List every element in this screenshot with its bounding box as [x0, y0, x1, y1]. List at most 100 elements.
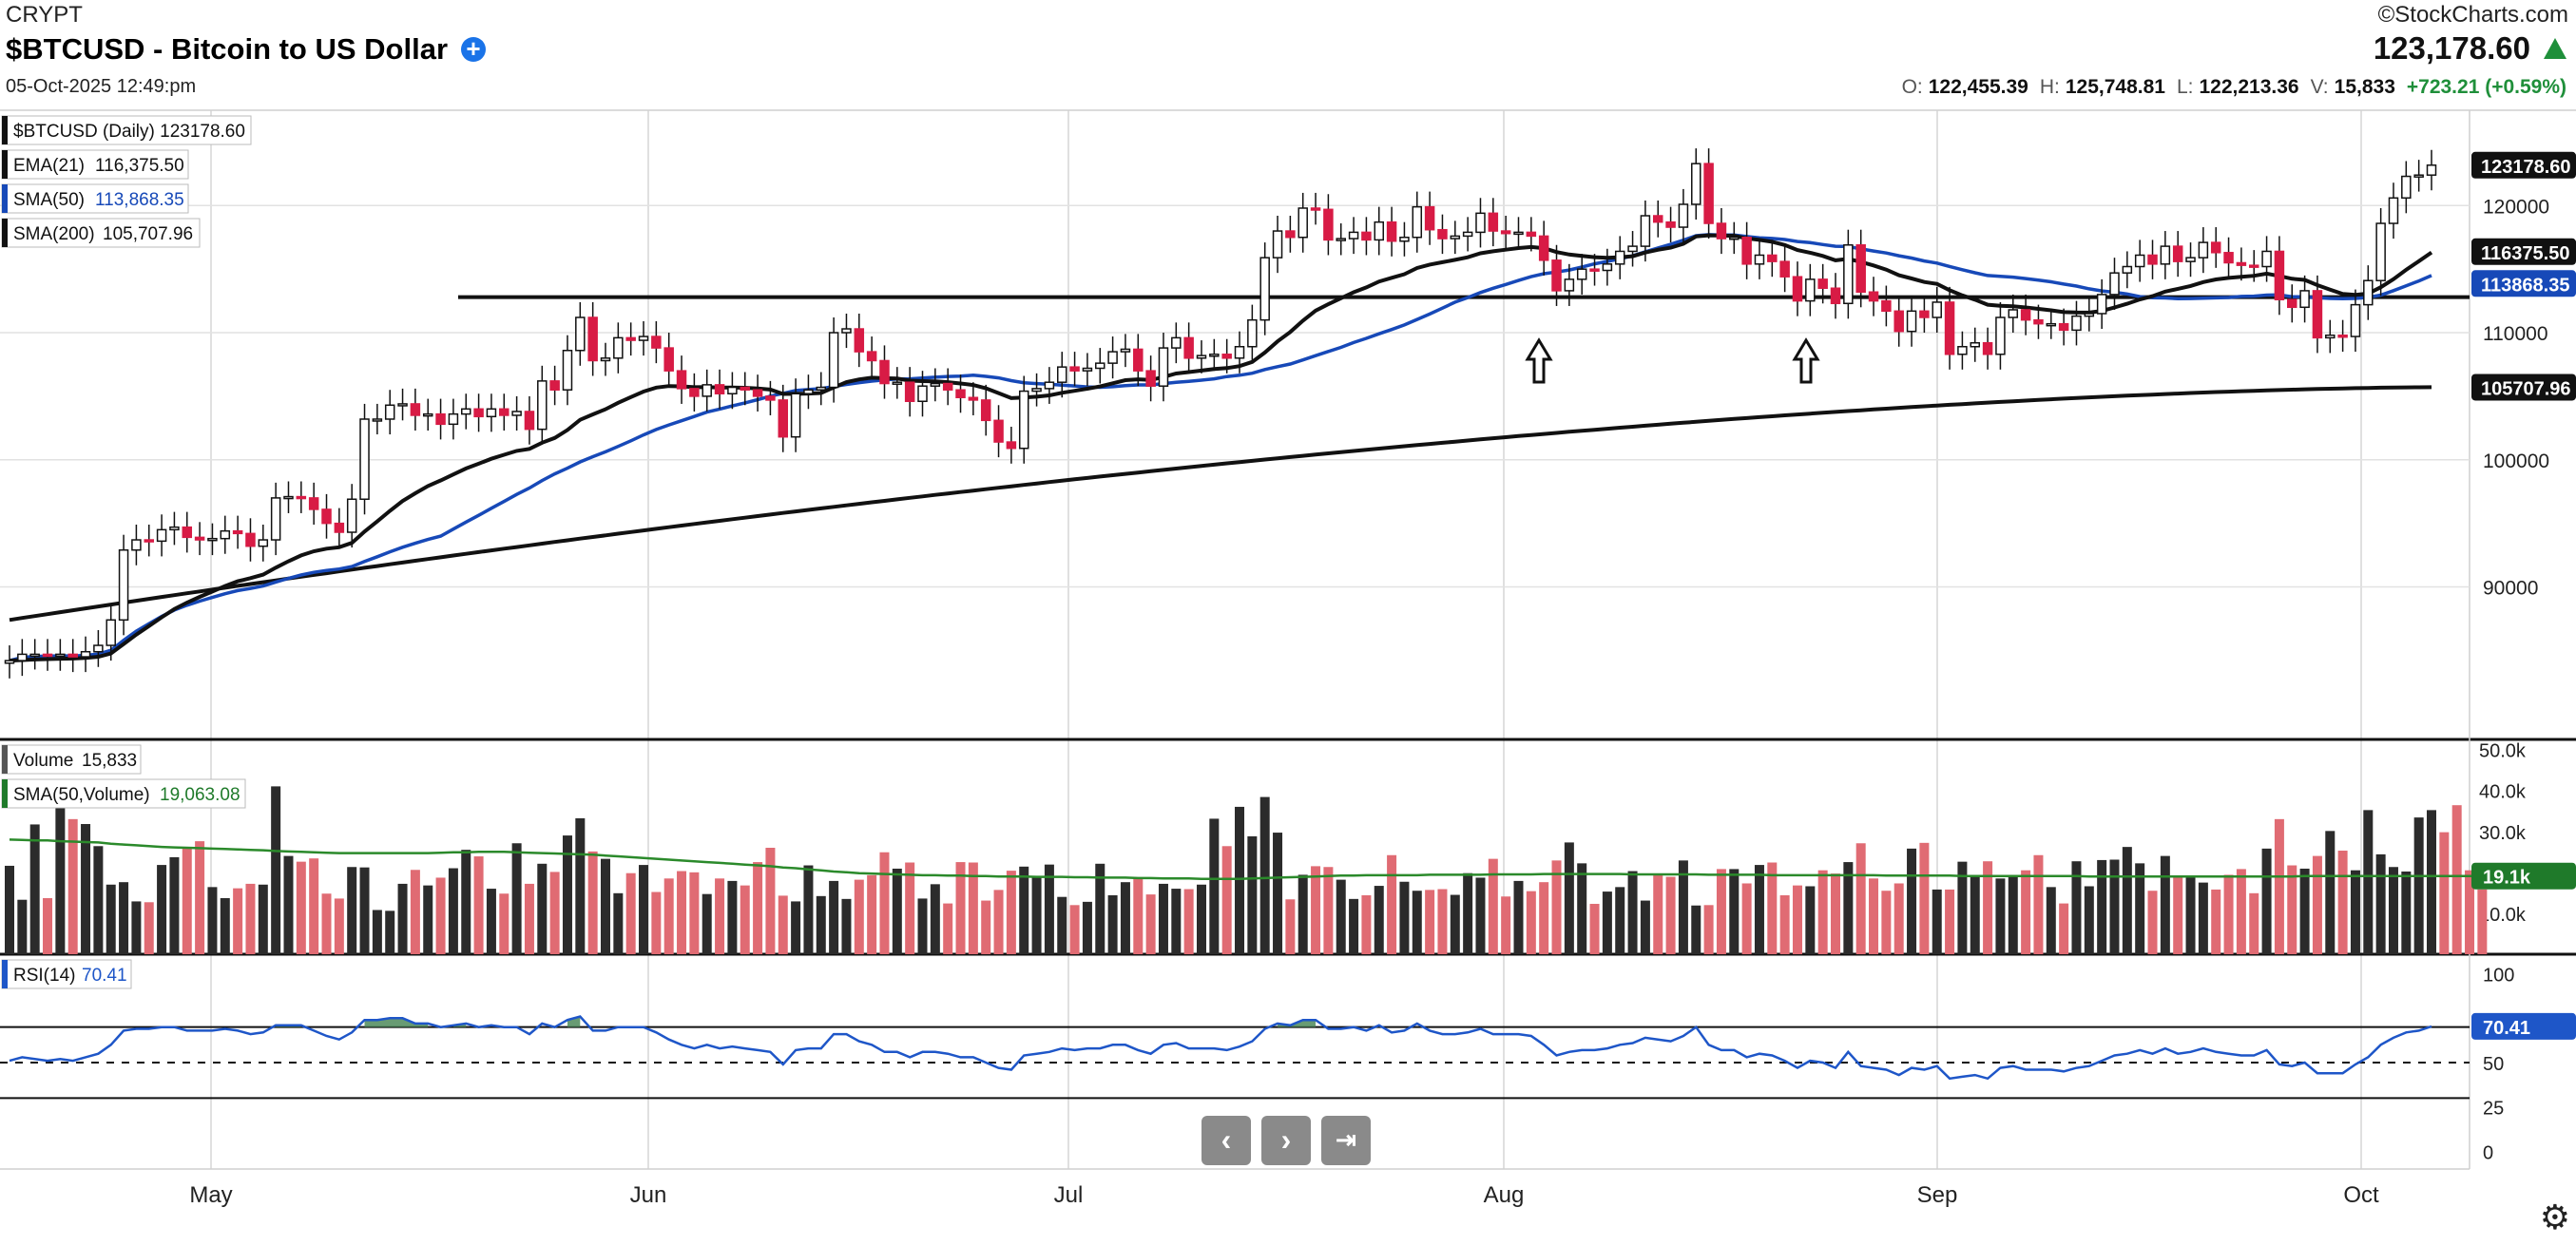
volume-bar [1869, 878, 1878, 954]
volume-bar [855, 880, 864, 954]
candle-body [259, 540, 267, 546]
candle-body [1679, 204, 1687, 227]
candle-body [1704, 163, 1713, 223]
volume-bar [2452, 805, 2462, 954]
up-arrow-annotation [1528, 340, 1550, 382]
volume-bar [1577, 863, 1586, 954]
candle-body [436, 414, 445, 425]
candle-body [2161, 246, 2169, 264]
candle-body [2110, 273, 2119, 295]
candle-body [348, 499, 356, 532]
volume-bar [157, 865, 166, 954]
volume-bar [893, 869, 902, 954]
candle-body [462, 409, 471, 413]
volume-bar [2376, 854, 2386, 954]
volume-bar [1121, 882, 1130, 954]
gear-icon[interactable]: ⚙ [2540, 1198, 2570, 1237]
candle-body [740, 388, 749, 391]
candle-body [1590, 269, 1599, 271]
candle-body [678, 371, 686, 389]
volume-bar [1894, 883, 1904, 954]
x-tick-label: May [189, 1182, 232, 1208]
candle-body [1932, 302, 1941, 317]
plus-circle-icon[interactable]: + [461, 37, 486, 62]
volume-bar [905, 863, 914, 954]
volume-bar [1565, 842, 1574, 954]
volume-bar [144, 902, 154, 954]
candle-body [1844, 245, 1853, 304]
volume-bar [512, 843, 522, 954]
volume-bar [1932, 890, 1942, 954]
volume-bar [436, 877, 446, 954]
volume-bar [1413, 891, 1422, 954]
volume-bar [1489, 859, 1498, 954]
brand-link[interactable]: ©StockCharts.com [2378, 2, 2568, 29]
volume-bar [347, 867, 356, 954]
volume-bar [461, 850, 471, 954]
candle-body [106, 620, 115, 645]
last-price-row: 123,178.60 [2374, 30, 2566, 67]
volume-bar [233, 889, 242, 954]
volume-bar [1729, 869, 1739, 954]
candle-body [1578, 269, 1586, 279]
candle-body [424, 414, 433, 416]
price-tag-label: 123178.60 [2481, 157, 2571, 178]
candle-body [487, 409, 495, 416]
volume-bar [309, 858, 318, 954]
candle-body [1312, 208, 1320, 210]
price-tag-label: 113868.35 [2481, 275, 2569, 296]
chevron-left-icon[interactable]: ‹ [1201, 1116, 1251, 1165]
volume-bar [575, 818, 585, 954]
candle-body [2047, 324, 2055, 326]
volume-bar [2325, 831, 2335, 954]
volume-bar [1323, 867, 1333, 954]
price-tick-label: 110000 [2483, 323, 2548, 345]
chevron-right-icon[interactable]: › [1261, 1116, 1311, 1165]
candle-body [170, 527, 179, 530]
candle-body [1793, 277, 1801, 300]
volume-bar [2109, 859, 2119, 954]
candle-body [918, 386, 927, 401]
exchange-label: CRYPT [6, 2, 83, 29]
candle-body [2414, 175, 2423, 177]
candle-body [2022, 310, 2030, 320]
candle-body [728, 388, 737, 394]
volume-bar [879, 853, 889, 954]
volume-bar [131, 901, 141, 954]
volume-bar [385, 911, 394, 954]
volume-label: V: [2311, 76, 2329, 98]
candle-body [132, 540, 141, 550]
candle-body [2402, 177, 2411, 199]
volume-bar [1475, 877, 1485, 954]
candle-body [1070, 367, 1079, 371]
candle-body [2351, 305, 2359, 336]
candle-body [1730, 238, 1739, 240]
candle-body [1717, 223, 1725, 239]
candle-body [652, 336, 661, 348]
price-tick-label: 120000 [2483, 196, 2549, 218]
candle-body [196, 537, 204, 540]
candle-body [754, 390, 762, 396]
price-tag-label: 116375.50 [2481, 243, 2569, 264]
timestamp: 05-Oct-2025 12:49:pm [6, 76, 196, 98]
candle-body [1628, 246, 1637, 251]
candle-body [284, 497, 293, 499]
volume-bar [1146, 894, 1156, 954]
volume-bar [183, 847, 192, 954]
volume-bar [2021, 871, 2030, 954]
legend-value: 105,707.96 [103, 224, 193, 244]
candle-body [792, 393, 800, 436]
skip-to-end-icon[interactable]: ⇥ [1321, 1116, 1371, 1165]
volume-bar [1501, 896, 1510, 954]
candle-body [322, 509, 331, 524]
candle-body [1502, 231, 1510, 234]
candle-body [969, 397, 977, 400]
volume-bar [221, 898, 230, 954]
volume-bar [1019, 867, 1028, 954]
volume-bar [1209, 818, 1219, 954]
candle-body [1984, 343, 1992, 355]
candle-body [1146, 371, 1155, 386]
volume-bar [1641, 901, 1650, 954]
volume-bar [677, 872, 686, 954]
volume-bar [588, 852, 598, 954]
